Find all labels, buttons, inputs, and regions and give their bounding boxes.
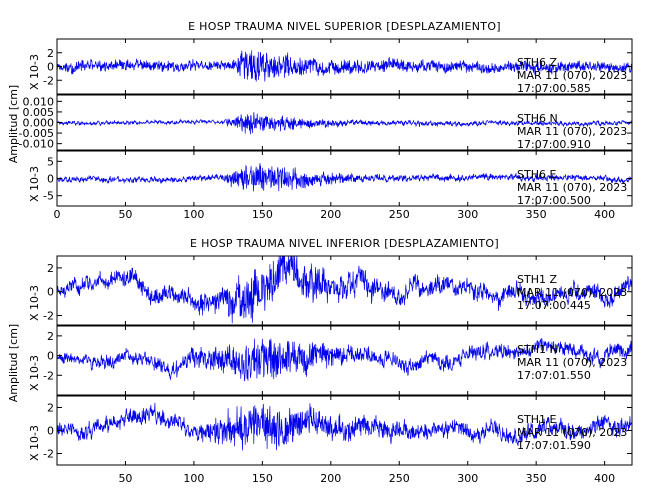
station-label: STH1 Z <box>517 273 557 286</box>
date-label: MAR 11 (070), 2023 <box>517 69 627 82</box>
y-tick-label: -0.005 <box>19 127 54 140</box>
y-tick-label: 0.000 <box>23 117 55 130</box>
time-label: 17:07:00.910 <box>517 138 591 151</box>
y-scale-label: X 10-3 <box>28 166 41 202</box>
y-tick-label: 0 <box>47 286 54 299</box>
y-tick-label: -2 <box>43 448 54 461</box>
panel-frame <box>56 325 633 396</box>
x-tick-label: 200 <box>320 208 341 221</box>
panel-frame <box>56 255 633 326</box>
x-tick-label: 100 <box>183 208 204 221</box>
waveform-line <box>56 50 633 82</box>
time-label: 17:07:01.590 <box>517 439 591 452</box>
y-axis-label: Amplitud [cm] <box>7 324 20 402</box>
x-tick-label: 0 <box>54 208 61 221</box>
y-tick-label: -2 <box>43 369 54 382</box>
x-tick-label: 250 <box>389 208 410 221</box>
x-tick-label: 400 <box>594 208 615 221</box>
y-tick-label: 0.010 <box>23 95 55 108</box>
date-label: MAR 11 (070), 2023 <box>517 356 627 369</box>
x-tick-label: 400 <box>594 472 615 485</box>
x-tick-label: 200 <box>320 472 341 485</box>
time-label: 17:07:01.550 <box>517 369 591 382</box>
y-tick-label: 0.005 <box>23 106 55 119</box>
station-label: STH1 E <box>517 413 556 426</box>
x-tick-label: 100 <box>183 472 204 485</box>
waveform-line <box>56 255 633 324</box>
y-tick-label: 2 <box>47 47 54 60</box>
y-tick-label: 2 <box>47 262 54 275</box>
time-label: 17:07:00.500 <box>517 194 591 207</box>
y-tick-label: 2 <box>47 330 54 343</box>
time-label: 17:07:00.585 <box>517 82 591 95</box>
station-label: STH1 N <box>517 343 558 356</box>
y-tick-label: 5 <box>47 155 54 168</box>
x-tick-label: 350 <box>526 208 547 221</box>
waveform-line <box>56 338 633 382</box>
date-label: MAR 11 (070), 2023 <box>517 125 627 138</box>
waveform-line <box>56 163 633 192</box>
y-tick-label: -0.010 <box>19 138 54 151</box>
chart-block-2: E HOSP TRAUMA NIVEL INFERIOR [DESPLAZAMI… <box>7 237 633 485</box>
y-tick-label: 0 <box>47 425 54 438</box>
y-tick-label: -2 <box>43 74 54 87</box>
station-label: STH6 E <box>517 168 556 181</box>
y-tick-label: -2 <box>43 309 54 322</box>
y-scale-label: X 10-3 <box>28 54 41 90</box>
station-label: STH6 Z <box>517 56 557 69</box>
x-tick-label: 250 <box>389 472 410 485</box>
waveform-line <box>56 112 633 135</box>
chart-title: E HOSP TRAUMA NIVEL INFERIOR [DESPLAZAMI… <box>190 237 499 250</box>
y-scale-label: X 10-3 <box>28 285 41 321</box>
x-tick-label: 350 <box>526 472 547 485</box>
chart-block-1: E HOSP TRAUMA NIVEL SUPERIOR [DESPLAZAMI… <box>7 20 633 221</box>
x-tick-label: 300 <box>457 208 478 221</box>
y-scale-label: X 10-3 <box>28 425 41 461</box>
date-label: MAR 11 (070), 2023 <box>517 286 627 299</box>
x-tick-label: 150 <box>252 472 273 485</box>
y-tick-label: -5 <box>43 190 54 203</box>
x-tick-label: 50 <box>118 208 132 221</box>
station-label: STH6 N <box>517 112 558 125</box>
y-axis-label: Amplitud [cm] <box>7 85 20 163</box>
date-label: MAR 11 (070), 2023 <box>517 181 627 194</box>
x-tick-label: 300 <box>457 472 478 485</box>
x-tick-label: 150 <box>252 208 273 221</box>
y-tick-label: 0 <box>47 350 54 363</box>
y-tick-label: 2 <box>47 402 54 415</box>
x-tick-label: 50 <box>118 472 132 485</box>
y-scale-label: X 10-3 <box>28 355 41 391</box>
waveform-line <box>56 402 633 451</box>
date-label: MAR 11 (070), 2023 <box>517 426 627 439</box>
y-tick-label: 0 <box>47 173 54 186</box>
chart-title: E HOSP TRAUMA NIVEL SUPERIOR [DESPLAZAMI… <box>188 20 501 33</box>
y-tick-label: 0 <box>47 61 54 74</box>
time-label: 17:07:00.445 <box>517 299 591 312</box>
